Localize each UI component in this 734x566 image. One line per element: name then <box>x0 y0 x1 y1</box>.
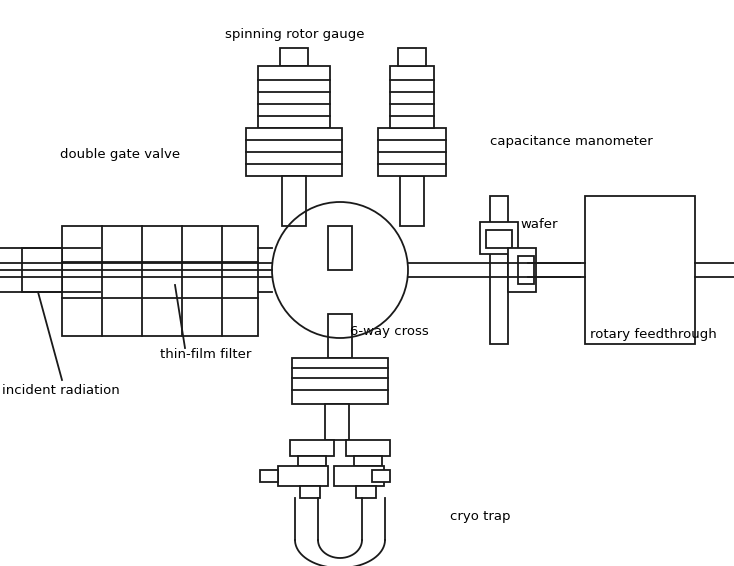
Bar <box>346 440 390 456</box>
Bar <box>325 404 349 440</box>
Text: wafer: wafer <box>520 217 558 230</box>
Bar <box>282 176 306 226</box>
Bar <box>354 456 382 466</box>
Bar <box>486 230 512 248</box>
Bar <box>278 466 328 486</box>
Text: double gate valve: double gate valve <box>60 148 180 161</box>
Bar <box>518 256 534 284</box>
Bar <box>290 440 334 456</box>
Bar <box>280 48 308 66</box>
Bar <box>585 196 695 344</box>
Bar <box>258 66 330 128</box>
Bar <box>390 66 434 128</box>
Text: 6-way cross: 6-way cross <box>350 325 429 338</box>
Text: capacitance manometer: capacitance manometer <box>490 135 653 148</box>
Bar <box>508 248 536 292</box>
Bar <box>356 486 376 498</box>
Bar <box>300 486 320 498</box>
Bar <box>328 226 352 270</box>
Bar <box>246 128 342 176</box>
Bar <box>334 466 384 486</box>
Bar <box>22 248 62 292</box>
Bar <box>260 470 278 482</box>
Bar <box>400 176 424 226</box>
Bar <box>398 48 426 66</box>
Bar <box>480 222 518 254</box>
Text: spinning rotor gauge: spinning rotor gauge <box>225 28 365 41</box>
Bar <box>372 470 390 482</box>
Bar <box>378 128 446 176</box>
Bar <box>490 196 508 344</box>
Bar <box>298 456 326 466</box>
Text: incident radiation: incident radiation <box>2 384 120 397</box>
Bar <box>328 314 352 358</box>
Bar <box>292 358 388 404</box>
Text: rotary feedthrough: rotary feedthrough <box>590 328 716 341</box>
Text: cryo trap: cryo trap <box>450 510 511 523</box>
Text: thin-film filter: thin-film filter <box>160 348 251 361</box>
Bar <box>62 226 258 336</box>
